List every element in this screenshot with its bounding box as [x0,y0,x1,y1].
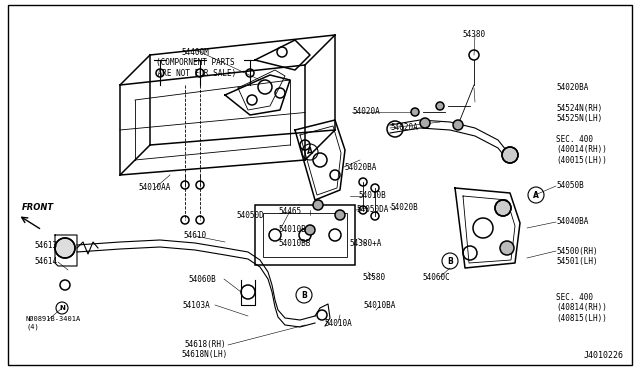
Circle shape [502,147,518,163]
Text: A: A [307,148,313,157]
Text: B: B [447,257,453,266]
Circle shape [436,102,444,110]
Text: 54610: 54610 [184,231,207,241]
Text: 54050DA: 54050DA [356,205,388,215]
Text: 54465: 54465 [278,206,301,215]
Text: 54103A: 54103A [182,301,210,310]
Text: 54614: 54614 [34,257,57,266]
Text: 54010BB: 54010BB [278,238,310,247]
Text: 54524N(RH)
54525N(LH): 54524N(RH) 54525N(LH) [556,104,602,124]
Circle shape [453,120,463,130]
Circle shape [335,210,345,220]
Text: 54010B: 54010B [278,224,306,234]
Text: 54380: 54380 [463,30,486,39]
Text: SEC. 400
(40814(RH))
(40815(LH)): SEC. 400 (40814(RH)) (40815(LH)) [556,293,607,323]
Text: 54050B: 54050B [556,182,584,190]
Bar [255,205,355,265]
Circle shape [411,108,419,116]
Text: N: N [59,305,65,311]
Text: 54040BA: 54040BA [556,218,588,227]
Text: J4010226: J4010226 [584,351,624,360]
Text: FRONT: FRONT [22,203,54,212]
Text: SEC. 400
(40014(RH))
(40015(LH)): SEC. 400 (40014(RH)) (40015(LH)) [556,135,607,165]
Text: A: A [533,190,539,199]
Circle shape [55,238,75,258]
Text: 54020A: 54020A [390,124,418,132]
Circle shape [495,200,511,216]
Text: 54400M
(COMPORNENT PARTS
 ARE NOT FOR SALE): 54400M (COMPORNENT PARTS ARE NOT FOR SAL… [154,48,237,78]
Circle shape [313,200,323,210]
Text: 54060B: 54060B [188,275,216,283]
Text: B: B [301,291,307,299]
Text: 54010BA: 54010BA [364,301,396,311]
Text: 54010A: 54010A [324,318,352,327]
Circle shape [420,118,430,128]
Text: 54010B: 54010B [358,192,386,201]
Text: 54060C: 54060C [422,273,450,282]
Text: 54020A: 54020A [352,108,380,116]
Text: 54580: 54580 [362,273,385,282]
Circle shape [305,225,315,235]
Circle shape [500,241,514,255]
Text: NØ0891B-3401A
(4): NØ0891B-3401A (4) [26,316,81,330]
Text: 54020B: 54020B [390,202,418,212]
Text: 54613: 54613 [34,241,57,250]
Bar [263,213,347,257]
Text: 54380+A: 54380+A [350,240,382,248]
Text: 54020BA: 54020BA [556,83,588,93]
Text: 54010AA: 54010AA [139,183,171,192]
Text: 54500(RH)
54501(LH): 54500(RH) 54501(LH) [556,247,598,266]
Text: 54050D: 54050D [236,211,264,219]
Text: 54020BA: 54020BA [344,163,376,171]
Text: 54618(RH)
54618N(LH): 54618(RH) 54618N(LH) [182,340,228,359]
